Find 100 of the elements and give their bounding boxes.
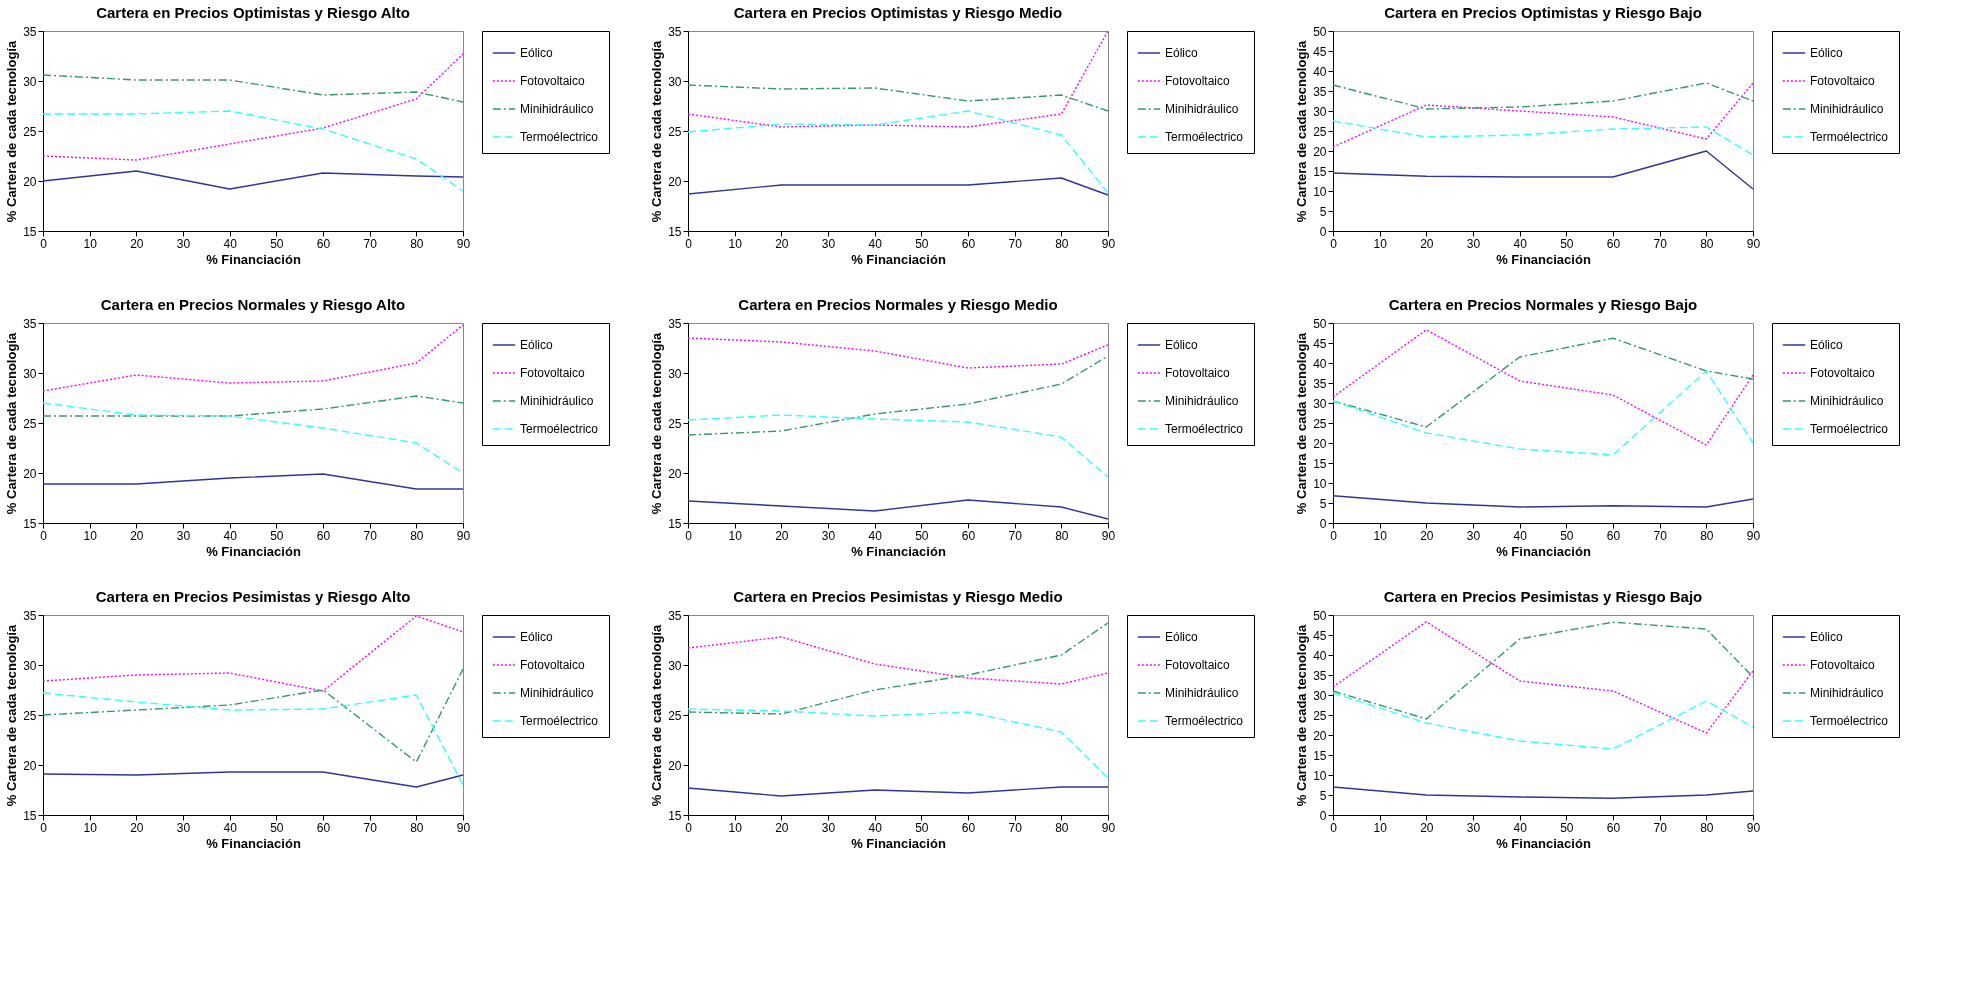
y-tick-label: 25 — [1313, 124, 1327, 139]
x-tick-label: 0 — [685, 820, 693, 835]
x-tick-label: 60 — [961, 236, 976, 251]
x-tick-label: 10 — [728, 820, 743, 835]
y-tick-label: 35 — [668, 24, 682, 39]
x-tick-label: 50 — [915, 236, 929, 251]
line-series — [687, 636, 1109, 685]
x-tick-label: 20 — [130, 528, 144, 543]
x-tick-label: 90 — [456, 820, 471, 835]
chart-title: Cartera en Precios Normales y Riesgo Bajo — [1388, 296, 1698, 313]
x-tick-label: 50 — [270, 820, 284, 835]
x-tick-label: 40 — [868, 820, 883, 835]
y-tick-label: 25 — [1313, 708, 1327, 723]
x-tick-label: 80 — [1700, 236, 1714, 251]
x-tick-label: 0 — [40, 236, 48, 251]
x-tick-label: 20 — [775, 236, 789, 251]
y-tick-label: 40 — [1313, 356, 1327, 371]
y-tick-label: 5 — [1319, 788, 1327, 803]
legend-label: Termoélectrico — [520, 130, 599, 144]
line-series — [1332, 120, 1754, 156]
x-tick-label: 40 — [868, 236, 883, 251]
x-tick-label: 50 — [1560, 528, 1574, 543]
y-axis-title: % Cartera de cada tecnología — [649, 332, 665, 515]
legend-label: Minihidráulico — [1165, 102, 1239, 116]
x-tick-label: 60 — [1606, 528, 1621, 543]
x-tick-label: 40 — [1513, 528, 1528, 543]
legend-label: Fotovoltaico — [520, 74, 586, 88]
legend-label: Termoélectrico — [1810, 130, 1889, 144]
y-tick-label: 30 — [23, 74, 37, 89]
y-tick-label: 15 — [23, 224, 37, 239]
legend-label: Fotovoltaico — [520, 658, 586, 672]
line-series — [687, 622, 1109, 715]
y-tick-label: 35 — [1313, 84, 1327, 99]
y-tick-label: 15 — [668, 224, 682, 239]
y-tick-label: 30 — [23, 658, 37, 673]
chart-title: Cartera en Precios Optimistas y Riesgo Medio — [733, 4, 1063, 21]
x-axis-title: % Financiación — [851, 251, 946, 267]
legend-label: Minihidráulico — [520, 686, 594, 700]
legend-label: Termoélectrico — [520, 422, 599, 436]
y-tick-label: 5 — [1319, 204, 1327, 219]
y-tick-label: 20 — [1313, 436, 1327, 451]
legend-label: Termoélectrico — [1165, 130, 1244, 144]
x-tick-label: 0 — [40, 820, 48, 835]
x-tick-label: 0 — [685, 528, 693, 543]
y-axis-title: % Cartera de cada tecnología — [4, 624, 20, 807]
line-series — [42, 615, 464, 692]
x-axis-title: % Financiación — [1496, 251, 1591, 267]
chart-title: Cartera en Precios Pesimistas y Riesgo Medio — [733, 588, 1063, 605]
legend-label: Eólico — [520, 338, 554, 352]
line-series — [1332, 370, 1754, 456]
x-tick-label: 90 — [456, 236, 471, 251]
x-tick-label: 40 — [223, 528, 238, 543]
legend-label: Fotovoltaico — [1165, 74, 1231, 88]
line-series — [687, 414, 1109, 478]
x-tick-label: 90 — [1746, 236, 1761, 251]
chart-title: Cartera en Precios Normales y Riesgo Medio — [738, 296, 1058, 313]
legend-label: Minihidráulico — [520, 102, 594, 116]
line-series — [1332, 82, 1754, 110]
x-tick-label: 50 — [1560, 820, 1574, 835]
x-axis-title: % Financiación — [206, 543, 301, 559]
x-tick-label: 90 — [1101, 528, 1116, 543]
y-tick-label: 20 — [668, 466, 682, 481]
x-tick-label: 10 — [83, 236, 98, 251]
x-tick-label: 60 — [1606, 820, 1621, 835]
legend-label: Eólico — [1165, 338, 1199, 352]
x-tick-label: 80 — [1055, 820, 1069, 835]
x-tick-label: 70 — [1653, 528, 1668, 543]
chart-title: Cartera en Precios Pesimistas y Riesgo Bajo — [1383, 588, 1703, 605]
x-tick-label: 30 — [821, 236, 836, 251]
line-series — [42, 53, 464, 161]
x-tick-label: 50 — [270, 528, 284, 543]
y-tick-label: 35 — [668, 316, 682, 331]
x-tick-label: 30 — [821, 528, 836, 543]
y-tick-label: 0 — [1319, 808, 1327, 823]
legend-label: Minihidráulico — [1165, 394, 1239, 408]
line-series — [687, 30, 1109, 128]
legend-label: Eólico — [520, 630, 554, 644]
x-tick-label: 70 — [1008, 528, 1023, 543]
x-tick-label: 10 — [83, 820, 98, 835]
x-tick-label: 10 — [728, 236, 743, 251]
x-tick-label: 10 — [728, 528, 743, 543]
line-series — [42, 395, 464, 417]
x-tick-label: 80 — [1700, 528, 1714, 543]
x-tick-label: 90 — [456, 528, 471, 543]
line-series — [42, 473, 464, 490]
legend-label: Minihidráulico — [1810, 102, 1884, 116]
x-tick-label: 10 — [1373, 820, 1388, 835]
legend-label: Minihidráulico — [1810, 394, 1884, 408]
line-series — [687, 84, 1109, 112]
x-tick-label: 90 — [1746, 820, 1761, 835]
legend-label: Termoélectrico — [1810, 714, 1889, 728]
y-tick-label: 15 — [1313, 748, 1327, 763]
x-tick-label: 50 — [1560, 236, 1574, 251]
y-tick-label: 30 — [668, 366, 682, 381]
x-tick-label: 30 — [176, 236, 191, 251]
line-series — [42, 74, 464, 103]
y-tick-label: 40 — [1313, 648, 1327, 663]
x-axis-title: % Financiación — [206, 835, 301, 851]
x-tick-label: 20 — [130, 820, 144, 835]
y-tick-label: 35 — [1313, 668, 1327, 683]
